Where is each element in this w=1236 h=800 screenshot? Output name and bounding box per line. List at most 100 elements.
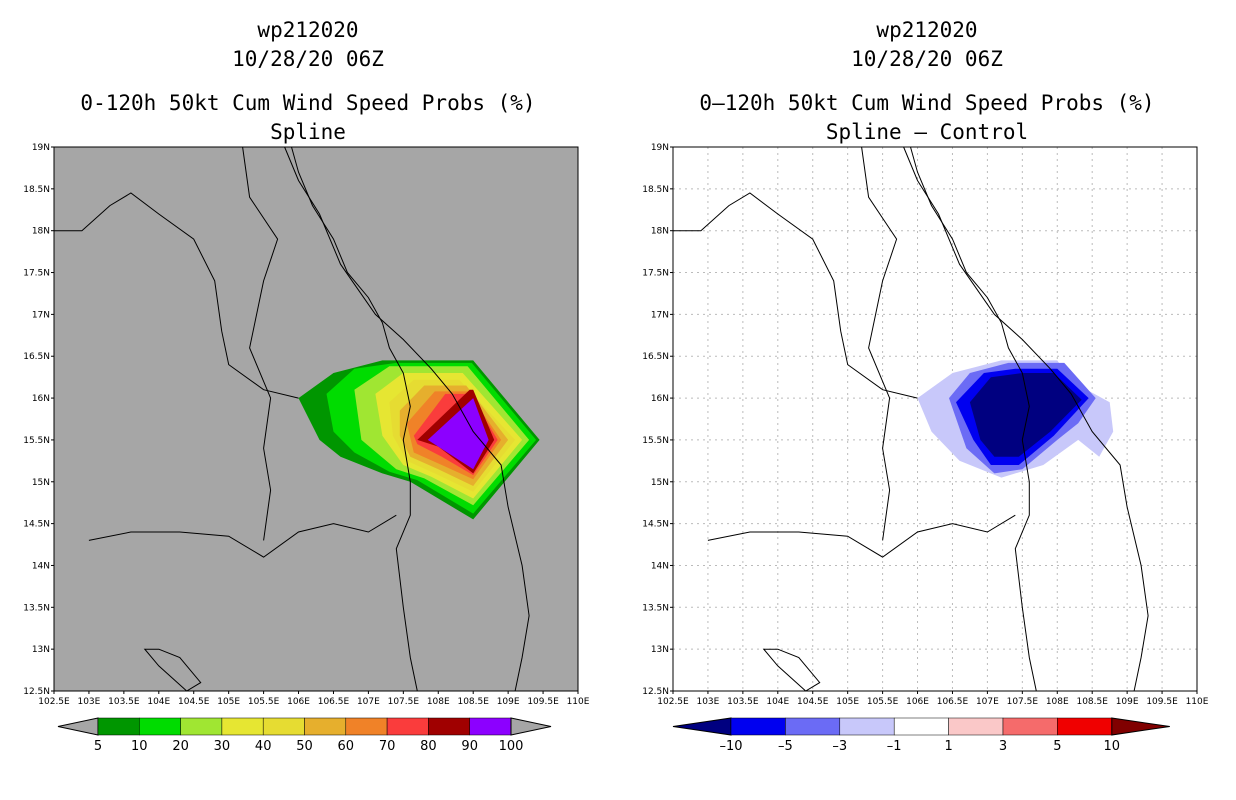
left-x-tick-label: 108.5E (457, 697, 489, 707)
right-x-tick-label: 104E (766, 697, 789, 707)
left-colorbar-segment (428, 717, 470, 736)
right-y-tick-label: 15N (651, 478, 669, 488)
left-colorbar-label: 30 (214, 739, 231, 754)
right-x-tick-label: 109E (1116, 697, 1139, 707)
left-y-tick-label: 13N (32, 645, 50, 655)
right-x-tick-label: 105.5E (867, 697, 899, 707)
right-colorbar-segment (948, 717, 1004, 736)
right-map-boundary (707, 514, 1016, 558)
left-map-boundary (54, 192, 299, 399)
left-x-tick-label: 105.5E (248, 697, 280, 707)
left-colorbar-label: 40 (255, 739, 272, 754)
left-x-tick-label: 110E (567, 697, 590, 707)
right-x-tick-label: 104.5E (797, 697, 829, 707)
left-colorbar: 5 10 20 30 40 50 60 70 80 90 100 (57, 717, 552, 754)
right-colorbar-under (672, 717, 732, 736)
left-colorbar-label: 5 (94, 739, 102, 754)
right-colorbar-label: 10 (1104, 739, 1121, 754)
left-colorbar-label: 50 (296, 739, 313, 754)
left-colorbar-segment (97, 717, 140, 736)
right-x-tick-label: 103E (696, 697, 719, 707)
left-map-boundary (291, 146, 418, 692)
left-colorbar-over (510, 717, 552, 736)
right-x-tick-label: 105E (836, 697, 859, 707)
right-y-tick-label: 13N (651, 645, 669, 655)
right-x-tick-label: 103.5E (727, 697, 759, 707)
left-y-tick-label: 16.5N (23, 352, 50, 362)
left-colorbar-segment (221, 717, 264, 736)
right-y-tick-label: 16N (651, 394, 669, 404)
left-y-tick-label: 15.5N (23, 436, 50, 446)
left-colorbar-label: 60 (338, 739, 355, 754)
left-colorbar-label: 10 (131, 739, 148, 754)
right-contour-neg10 (969, 373, 1082, 457)
left-x-tick-label: 104.5E (178, 697, 210, 707)
left-x-tick-label: 106E (287, 697, 310, 707)
left-product-title: 0-120h 50kt Cum Wind Speed Probs (%) (80, 91, 536, 115)
right-y-tick-label: 18.5N (642, 185, 669, 195)
right-colorbar-label: –1 (887, 739, 902, 754)
right-colorbar-label: –10 (719, 739, 742, 754)
right-x-tick-label: 108E (1046, 697, 1069, 707)
left-contour-100 (427, 398, 489, 470)
right-y-tick-label: 16.5N (642, 352, 669, 362)
right-colorbar-label: –3 (832, 739, 847, 754)
left-map-panel: 102.5E 103E 103.5E 104E 104.5E 105E 105.5E 106E… (23, 143, 590, 707)
right-x-tick-label: 109.5E (1146, 697, 1178, 707)
left-map-boundary (88, 514, 397, 558)
left-x-tick-label: 109E (497, 697, 520, 707)
right-map-boundary (673, 192, 918, 399)
left-colorbar-segment (262, 717, 305, 736)
left-colorbar-label: 20 (172, 739, 189, 754)
left-colorbar-segment (304, 717, 347, 736)
right-y-tick-label: 14N (651, 561, 669, 571)
right-colorbar-segment (730, 717, 786, 736)
left-map-boundary (284, 146, 530, 692)
left-x-tick-label: 108E (427, 697, 450, 707)
right-y-tick-label: 18N (651, 227, 669, 237)
left-x-tick-label: 103E (77, 697, 100, 707)
left-colorbar-segment (386, 717, 429, 736)
left-y-tick-label: 16N (32, 394, 50, 404)
right-subtitle: Spline – Control (825, 120, 1029, 144)
right-datetime: 10/28/20 06Z (851, 47, 1003, 71)
left-colorbar-label: 100 (499, 739, 524, 754)
left-colorbar-segment (345, 717, 388, 736)
left-map-frame (53, 146, 579, 692)
left-x-tick-label: 106.5E (318, 697, 350, 707)
left-colorbar-segment (469, 717, 512, 736)
right-y-tick-label: 19N (651, 143, 669, 153)
left-y-tick-label: 12.5N (23, 687, 50, 697)
left-y-tick-label: 18.5N (23, 185, 50, 195)
right-x-tick-label: 107.5E (1007, 697, 1039, 707)
right-colorbar-segment (839, 717, 895, 736)
right-colorbar-segment (1002, 717, 1058, 736)
right-x-tick-label: 110E (1186, 697, 1209, 707)
left-y-tick-label: 15N (32, 478, 50, 488)
right-colorbar-segment (893, 717, 949, 736)
left-subtitle: Spline (270, 120, 346, 144)
right-colorbar-segment (785, 717, 841, 736)
right-x-tick-label: 107E (976, 697, 999, 707)
right-map-frame (672, 146, 1198, 692)
right-colorbar-label: 1 (944, 739, 952, 754)
right-y-tick-label: 12.5N (642, 687, 669, 697)
left-y-tick-label: 17N (32, 310, 50, 320)
left-colorbar-label: 70 (379, 739, 396, 754)
right-colorbar-over (1111, 717, 1170, 736)
left-datetime: 10/28/20 06Z (232, 47, 384, 71)
left-y-tick-label: 13.5N (23, 603, 50, 613)
right-map-boundary (910, 146, 1037, 692)
left-map-boundary (242, 146, 279, 541)
right-map-panel: 102.5E 103E 103.5E 104E 104.5E 105E 105.5E 106E… (642, 143, 1209, 707)
left-x-tick-label: 102.5E (38, 697, 70, 707)
left-y-tick-label: 19N (32, 143, 50, 153)
right-y-tick-label: 17N (651, 310, 669, 320)
right-colorbar-label: 3 (999, 739, 1007, 754)
right-y-tick-label: 13.5N (642, 603, 669, 613)
right-y-tick-label: 14.5N (642, 520, 669, 530)
left-x-tick-label: 103.5E (108, 697, 140, 707)
right-map-boundary (861, 146, 898, 541)
left-x-tick-label: 105E (217, 697, 240, 707)
